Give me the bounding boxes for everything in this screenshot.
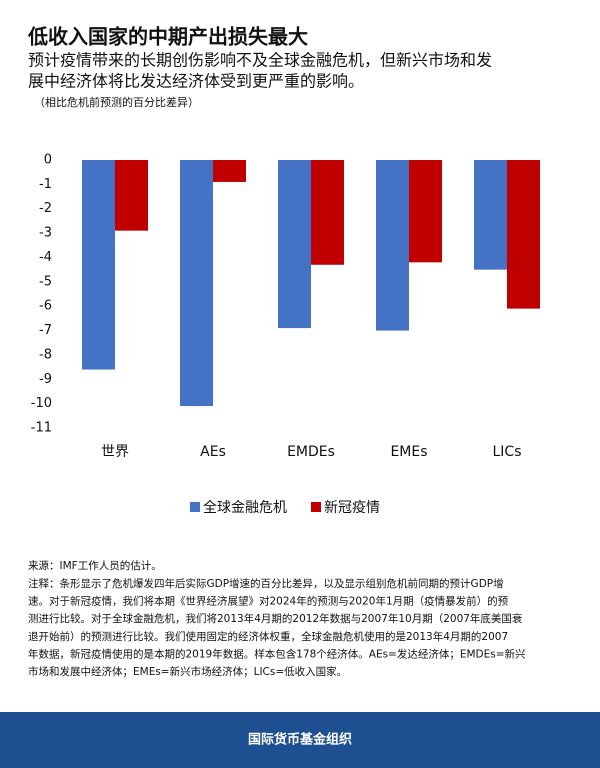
x-tick-label: 世界 (101, 444, 129, 460)
y-tick-label: -9 (39, 372, 52, 387)
bar (376, 160, 409, 331)
bar (115, 160, 148, 231)
y-tick-label: -2 (39, 201, 52, 216)
unit-note: （相比危机前预测的百分比差异） (34, 95, 199, 109)
footer-band (0, 712, 600, 768)
y-tick-label: -1 (39, 177, 52, 192)
y-tick-label: -5 (39, 274, 52, 289)
bar (278, 160, 311, 329)
note-line: 退开始前）的预测进行比较。我们使用固定的经济体权重，全球金融危机使用的是2013… (28, 630, 508, 643)
bar (474, 160, 507, 270)
footer: 国际货币基金组织 (248, 732, 352, 748)
note-line: 注释：条形显示了危机爆发四年后实际GDP增速的百分比差异，以及显示组别危机前同期… (28, 577, 504, 590)
y-tick-label: -7 (39, 323, 52, 338)
legend-swatch (190, 502, 200, 512)
note-line: 测进行比较。对于全球金融危机，我们将2013年4月期的2012年数据与2007年… (28, 612, 523, 625)
subtitle: 预计疫情带来的长期创伤影响不及全球金融危机，但新兴市场和发 (28, 51, 492, 70)
note-line: 年数据，新冠疫情使用的是本期的2019年数据。样本包含178个经济体。AEs=发… (28, 647, 526, 660)
y-tick-label: -4 (39, 250, 52, 265)
y-tick-label: -3 (39, 226, 52, 241)
subtitle: 展中经济体将比发达经济体受到更严重的影响。 (28, 72, 364, 91)
source: 来源：IMF工作人员的估计。 (28, 559, 162, 572)
bar (311, 160, 344, 265)
x-tick-label: LICs (493, 444, 522, 460)
bar (180, 160, 213, 407)
y-tick-label: 0 (44, 153, 52, 168)
legend-label: 全球金融危机 (203, 499, 287, 516)
bar (82, 160, 115, 370)
note-line: 速。对于新冠疫情，我们将本期《世界经济展望》对2024年的预测与2020年1月期… (28, 595, 509, 608)
chart-title: 低收入国家的中期产出损失最大 (27, 25, 308, 49)
y-tick-label: -10 (31, 396, 52, 411)
bar (213, 160, 246, 182)
bar (409, 160, 442, 263)
legend-label: 新冠疫情 (324, 500, 380, 516)
y-tick-label: -6 (39, 299, 52, 314)
x-tick-label: EMDEs (287, 444, 335, 460)
y-tick-label: -8 (39, 347, 52, 362)
x-tick-label: EMEs (390, 444, 427, 460)
x-tick-label: AEs (200, 444, 226, 460)
legend-swatch (311, 502, 321, 512)
y-tick-label: -11 (31, 421, 52, 436)
note-line: 市场和发展中经济体；EMEs=新兴市场经济体；LICs=低收入国家。 (28, 665, 347, 678)
bar (507, 160, 540, 309)
